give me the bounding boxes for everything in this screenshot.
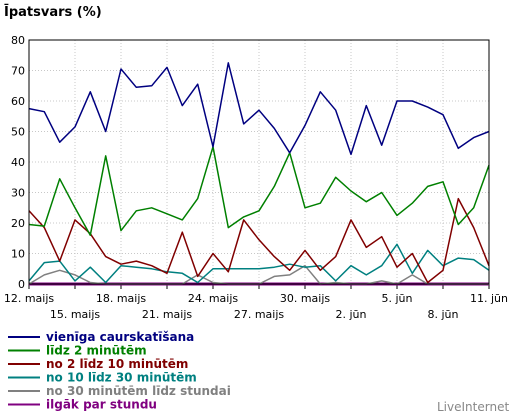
legend-label: no 10 līdz 30 minūtēm [46,371,197,385]
x-tick-label: 27. maijs [234,308,285,321]
legend-label: no 2 līdz 10 minūtēm [46,357,188,371]
legend-label: ilgāk par stundu [46,398,157,412]
y-tick-label: 0 [18,278,25,291]
x-tick-label: 11. jūn [470,292,508,305]
x-tick-label: 8. jūn [428,308,459,321]
y-tick-label: 80 [11,34,25,47]
legend-label: no 30 minūtēm līdz stundai [46,384,231,398]
x-tick-label: 30. maijs [280,292,331,305]
series-line [28,197,490,284]
x-tick-label: 5. jūn [382,292,413,305]
grid [28,39,490,285]
y-tick-labels: 0 10 20 30 40 50 60 70 80 [11,34,25,291]
x-tick-label: 15. maijs [50,308,101,321]
x-tick-label: 24. maijs [188,292,239,305]
legend-label: vienīga caurskatīšana [46,330,194,344]
x-tick-label: 18. maijs [96,292,147,305]
y-tick-label: 70 [11,65,25,78]
y-tick-label: 60 [11,95,25,108]
y-tick-label: 20 [11,217,25,230]
series-line [28,62,490,156]
x-tick-labels: 12. maijs 18. maijs 24. maijs 30. maijs 5. j… [4,284,508,321]
y-tick-label: 40 [11,156,25,169]
x-tick-label: 2. jūn [336,308,367,321]
series-line [28,243,490,284]
brand-label: LiveInternet [437,400,509,414]
y-tick-label: 10 [11,248,25,261]
x-tick-label: 12. maijs [4,292,55,305]
y-tick-label: 30 [11,187,25,200]
x-tick-label: 21. maijs [142,308,193,321]
y-axis-title: Īpatsvars (%) [4,5,102,20]
plot-frame [28,39,490,285]
y-tick-label: 50 [11,126,25,139]
series-line [28,146,490,236]
legend-label: līdz 2 minūtēm [46,344,147,358]
